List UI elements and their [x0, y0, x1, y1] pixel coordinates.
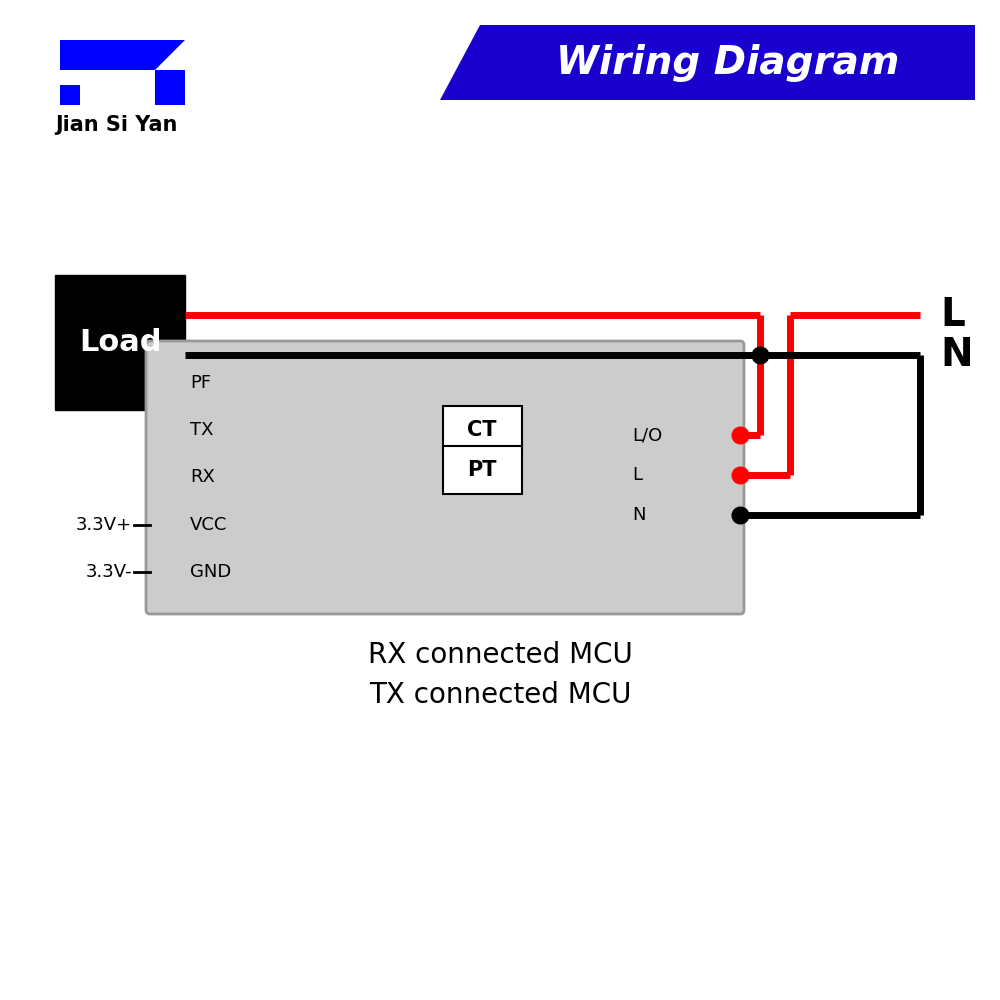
FancyBboxPatch shape: [443, 406, 522, 454]
Text: RX: RX: [190, 468, 215, 487]
Text: N: N: [940, 336, 973, 374]
Text: Wiring Diagram: Wiring Diagram: [556, 43, 899, 82]
Text: N: N: [632, 506, 646, 524]
FancyBboxPatch shape: [443, 446, 522, 494]
Polygon shape: [155, 70, 185, 105]
Bar: [60, 85, 80, 105]
Text: GND: GND: [190, 563, 231, 581]
Polygon shape: [60, 40, 85, 70]
Text: TX: TX: [190, 421, 214, 439]
Polygon shape: [440, 25, 975, 100]
Text: Load: Load: [79, 328, 161, 357]
Text: Jian Si Yan: Jian Si Yan: [55, 115, 177, 135]
Text: L/O: L/O: [632, 426, 662, 444]
Text: 3.3V+: 3.3V+: [76, 516, 132, 534]
Text: CT: CT: [467, 420, 497, 440]
Text: 3.3V-: 3.3V-: [85, 563, 132, 581]
Bar: [55, 275, 185, 410]
FancyBboxPatch shape: [146, 341, 744, 614]
Text: VCC: VCC: [190, 516, 227, 534]
Polygon shape: [85, 40, 185, 70]
Text: TX connected MCU: TX connected MCU: [369, 681, 631, 709]
Text: RX connected MCU: RX connected MCU: [368, 641, 632, 669]
Text: L: L: [940, 296, 965, 334]
Text: PF: PF: [190, 374, 211, 392]
Text: L: L: [632, 466, 642, 484]
Text: PT: PT: [467, 460, 497, 480]
